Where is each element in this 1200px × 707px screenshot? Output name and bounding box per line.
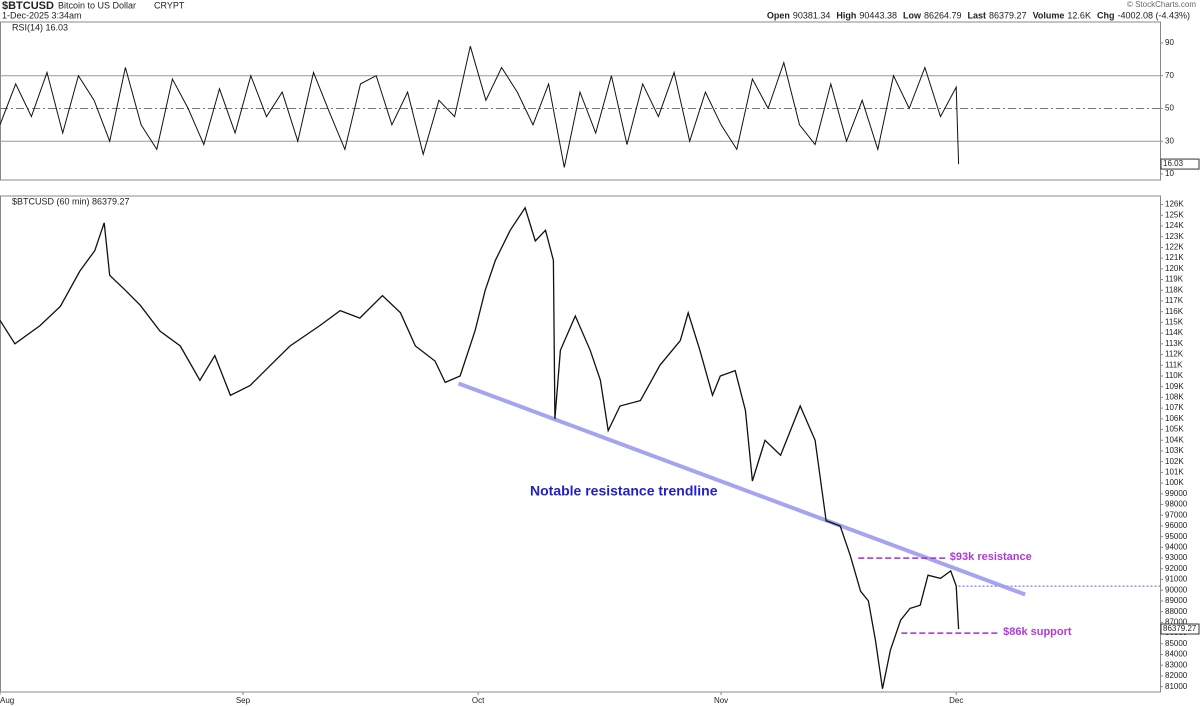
series-line <box>0 206 960 689</box>
y-tick-label: 104K <box>1165 435 1184 444</box>
stat-value: 86379.27 <box>989 10 1027 20</box>
x-tick-label: Dec <box>949 696 963 705</box>
y-tick-label: 83000 <box>1165 660 1188 669</box>
y-tick-label: 125K <box>1165 210 1184 219</box>
stat-label: High <box>836 10 856 20</box>
y-tick-label: 116K <box>1165 307 1184 316</box>
y-tick-label: 88000 <box>1165 607 1188 616</box>
y-tick-label: 120K <box>1165 264 1184 273</box>
y-tick-label: 30 <box>1165 136 1174 145</box>
y-tick-label: 93000 <box>1165 553 1188 562</box>
stat-value: 90381.34 <box>793 10 831 20</box>
annotation-label: $93k resistance <box>950 551 1032 563</box>
y-tick-label: 87000 <box>1165 617 1188 626</box>
stat-value: 12.6K <box>1067 10 1091 20</box>
y-tick-label: 94000 <box>1165 542 1188 551</box>
symbol-name: Bitcoin to US Dollar <box>58 0 136 10</box>
annotation-label: $86k support <box>1003 626 1072 638</box>
y-tick-label: 84000 <box>1165 650 1188 659</box>
stat-label: Low <box>903 10 922 20</box>
y-tick-label: 98000 <box>1165 500 1188 509</box>
y-tick-label: 117K <box>1165 296 1184 305</box>
y-tick-label: 102K <box>1165 457 1184 466</box>
x-tick-label: Sep <box>236 696 251 705</box>
y-tick-label: 89000 <box>1165 596 1188 605</box>
y-tick-label: 112K <box>1165 350 1184 359</box>
y-tick-label: 90000 <box>1165 585 1188 594</box>
panel-frame <box>0 195 1161 693</box>
date: 1-Dec-2025 3:34am <box>2 10 82 20</box>
y-tick-label: 10 <box>1165 169 1174 178</box>
stat-label: Chg <box>1097 10 1115 20</box>
stat-value: 90443.38 <box>859 10 897 20</box>
stat-label: Last <box>968 10 987 20</box>
x-tick-label: Aug <box>0 696 14 705</box>
y-tick-label: 95000 <box>1165 532 1188 541</box>
y-tick-label: 121K <box>1165 253 1184 262</box>
y-tick-label: 105K <box>1165 425 1184 434</box>
series-line <box>0 46 960 168</box>
y-tick-label: 108K <box>1165 393 1184 402</box>
y-tick-label: 110K <box>1165 371 1184 380</box>
stat-label: Volume <box>1033 10 1065 20</box>
y-tick-label: 118K <box>1165 285 1184 294</box>
y-tick-label: 99000 <box>1165 489 1188 498</box>
stat-value: 86264.79 <box>924 10 962 20</box>
y-tick-label: 85000 <box>1165 639 1188 648</box>
annotation-line <box>457 381 1026 597</box>
stat-label: Open <box>767 10 790 20</box>
annotation-label: Notable resistance trendline <box>530 483 718 499</box>
y-tick-label: 126K <box>1165 200 1184 209</box>
stat-value: -4002.08 (-4.43%) <box>1117 10 1190 20</box>
source: © StockCharts.com <box>1127 0 1196 9</box>
y-tick-label: 92000 <box>1165 564 1188 573</box>
y-tick-label: 119K <box>1165 275 1184 284</box>
y-tick-label: 109K <box>1165 382 1184 391</box>
y-tick-label: 82000 <box>1165 671 1188 680</box>
y-tick-label: 50 <box>1165 104 1174 113</box>
y-tick-label: 103K <box>1165 446 1184 455</box>
panel-title: $BTCUSD (60 min) 86379.27 <box>12 196 130 206</box>
y-tick-label: 97000 <box>1165 510 1188 519</box>
y-tick-label: 90 <box>1165 38 1174 47</box>
y-tick-label: 113K <box>1165 339 1184 348</box>
panel-title: RSI(14) 16.03 <box>12 22 68 32</box>
exchange: CRYPT <box>154 0 185 10</box>
symbol: $BTCUSD <box>2 0 54 12</box>
last-value-label: 86379.27 <box>1163 624 1197 633</box>
y-tick-label: 124K <box>1165 221 1184 230</box>
x-tick-label: Oct <box>472 696 485 705</box>
y-tick-label: 122K <box>1165 243 1184 252</box>
last-value-box <box>1160 623 1200 635</box>
panel-frame <box>0 21 1161 181</box>
y-tick-label: 70 <box>1165 71 1174 80</box>
y-tick-label: 114K <box>1165 328 1184 337</box>
y-tick-label: 81000 <box>1165 682 1188 691</box>
y-tick-label: 100K <box>1165 478 1184 487</box>
last-value-box <box>1160 158 1200 170</box>
x-tick-label: Nov <box>714 696 728 705</box>
stats: -4002.08 (-4.43%)Chg12.6KVolume86379.27L… <box>767 10 1190 20</box>
y-tick-label: 96000 <box>1165 521 1188 530</box>
y-tick-label: 115K <box>1165 318 1184 327</box>
y-tick-label: 101K <box>1165 467 1184 476</box>
y-tick-label: 106K <box>1165 414 1184 423</box>
y-tick-label: 107K <box>1165 403 1184 412</box>
y-tick-label: 111K <box>1165 360 1183 369</box>
y-tick-label: 123K <box>1165 232 1184 241</box>
y-tick-label: 91000 <box>1165 575 1188 584</box>
last-value-label: 16.03 <box>1163 159 1184 168</box>
